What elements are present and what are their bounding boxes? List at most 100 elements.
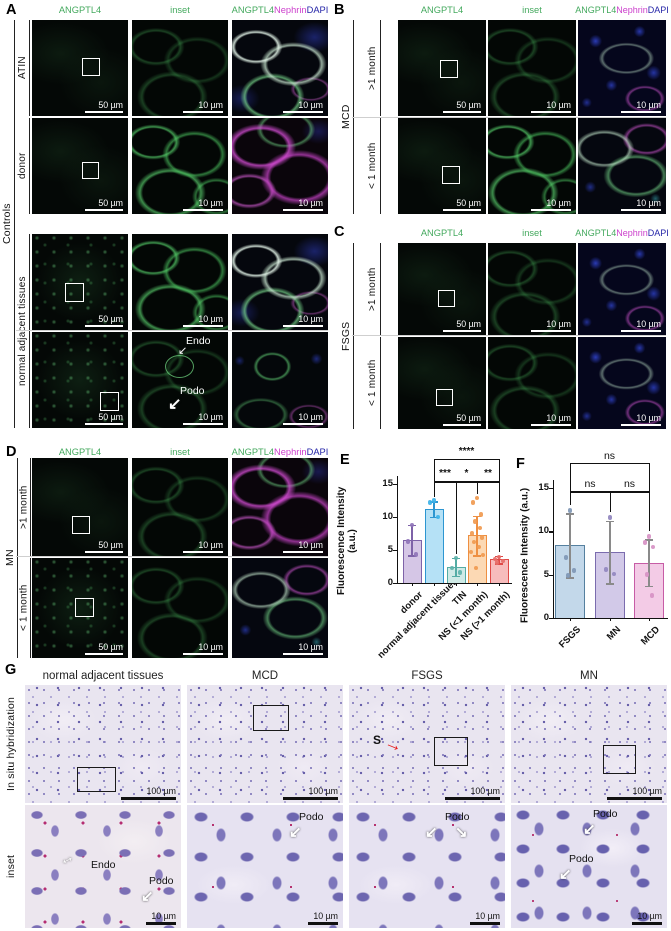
micrograph-mcd2-angptl4: 50 µm: [398, 118, 486, 214]
error-cap: [566, 577, 574, 579]
data-point: [457, 570, 463, 575]
scale-bar: 10 µm: [183, 412, 223, 425]
podo-annotation: Podo: [149, 875, 174, 887]
scale-bar: 100 µm: [607, 786, 662, 800]
ish-inset-mcd: Podo ↙ 10 µm: [187, 805, 343, 928]
g-header-mn: MN: [580, 670, 598, 682]
podo-arrow-icon: ↙: [141, 888, 154, 905]
scale-bar: 50 µm: [443, 100, 481, 113]
inset-box: [82, 162, 99, 179]
mn-bracket-line: [17, 458, 18, 658]
gt1month-underline: [380, 243, 381, 335]
scale-bar: 50 µm: [443, 198, 481, 211]
scale-bar: 10 µm: [470, 911, 500, 925]
y-axis-label: Fluorescence Intensity (a.u.): [336, 486, 358, 596]
scale-bar: 10 µm: [283, 198, 323, 211]
error-cap: [566, 513, 574, 515]
y-tick: [393, 583, 397, 585]
panel-b-label: B: [334, 2, 345, 18]
scale-bar: 10 µm: [621, 198, 661, 211]
y-tick-label: 5: [387, 544, 393, 555]
y-tick: [393, 550, 397, 552]
scale-bar: 10 µm: [183, 314, 223, 327]
error-cap: [430, 517, 438, 519]
scale-bar: 10 µm: [621, 413, 661, 426]
error-cap: [473, 515, 481, 518]
error-cap: [645, 539, 653, 541]
micrograph-atin-inset: 10 µm: [132, 20, 228, 116]
data-point: [449, 565, 455, 570]
data-point: [471, 539, 477, 545]
data-point: [469, 531, 475, 536]
scale-bar: 50 µm: [443, 413, 481, 426]
atin-underline: [29, 20, 30, 116]
column-header-inset: inset: [170, 447, 190, 457]
micrograph-donor-merge: 10 µm: [232, 118, 328, 214]
column-header-inset: inset: [522, 5, 542, 15]
podo-annotation: Podo: [445, 811, 470, 823]
row-label-gt1month: >1 month: [367, 46, 378, 90]
lt1month-underline: [380, 337, 381, 429]
scale-bar: 10 µm: [183, 642, 223, 655]
scale-bar: 50 µm: [443, 319, 481, 332]
bar-normal adjacent tissues: [424, 509, 444, 583]
inset-box: [442, 166, 460, 184]
data-point: [474, 495, 480, 501]
y-axis: [553, 480, 555, 618]
data-point: [563, 555, 569, 560]
error-cap: [452, 575, 460, 578]
group-label-controls: Controls: [1, 203, 13, 245]
panel-a-label: A: [6, 2, 17, 18]
data-point: [644, 572, 650, 577]
micrograph-mn1-angptl4: 50 µm: [32, 458, 128, 556]
micrograph-fsgs1-inset: 10 µm: [488, 243, 576, 335]
merge-header: ANGPTL4NephrinDAPI: [575, 5, 669, 15]
scale-bar: 10 µm: [283, 642, 323, 655]
micrograph-fsgs2-inset: 10 µm: [488, 337, 576, 429]
sig-label: ****: [458, 445, 475, 457]
scale-bar: 10 µm: [183, 540, 223, 553]
micrograph-fsgs2-merge: 10 µm: [578, 337, 666, 429]
sig-label: **: [484, 468, 492, 480]
inset-box: [603, 745, 636, 774]
sig-label: ns: [603, 449, 616, 462]
sig-bracket-drop: [456, 481, 458, 554]
podo-arrow-icon: ↙: [289, 824, 302, 841]
micrograph-mn2-inset: 10 µm: [132, 558, 228, 658]
scale-bar: 10 µm: [531, 413, 571, 426]
micrograph-atin-merge: 10 µm: [232, 20, 328, 116]
row-label-gt1month: >1 month: [367, 267, 378, 311]
error-cap: [606, 520, 614, 523]
error-bar: [648, 539, 650, 586]
error-bar: [433, 501, 435, 517]
sig-bracket: [434, 481, 456, 483]
data-point: [427, 500, 433, 505]
data-point: [477, 526, 483, 531]
data-point: [478, 512, 484, 517]
data-point: [413, 552, 419, 557]
micrograph-mn2-angptl4: 50 µm: [32, 558, 128, 658]
y-tick-label: 15: [538, 482, 549, 493]
data-point: [476, 544, 482, 549]
error-bar: [498, 555, 500, 564]
micrograph-donor-inset: 10 µm: [132, 118, 228, 214]
data-point: [611, 571, 617, 576]
y-tick-label: 10: [382, 511, 393, 522]
y-axis: [397, 476, 399, 583]
inset-box: [77, 767, 116, 792]
column-header-angptl4: ANGPTL4: [58, 5, 102, 15]
sig-bracket: [477, 481, 499, 483]
lt1month-underline: [30, 558, 31, 658]
scale-bar: 50 µm: [85, 100, 123, 113]
x-tick: [434, 583, 436, 586]
data-point: [650, 544, 656, 550]
scale-bar: 50 µm: [85, 540, 123, 553]
micrograph-mn1-merge: 10 µm: [232, 458, 328, 556]
scale-bar: 10 µm: [183, 198, 223, 211]
chart-fluorescence-by-group: Fluorescence Intensity (a.u.) 0 5 10 15 FSGS M…: [514, 444, 671, 660]
sig-bracket: [570, 491, 610, 493]
micrograph-mn1-inset: 10 µm: [132, 458, 228, 556]
micrograph-nat2-merge: 10 µm: [232, 332, 328, 428]
data-point: [649, 593, 655, 598]
